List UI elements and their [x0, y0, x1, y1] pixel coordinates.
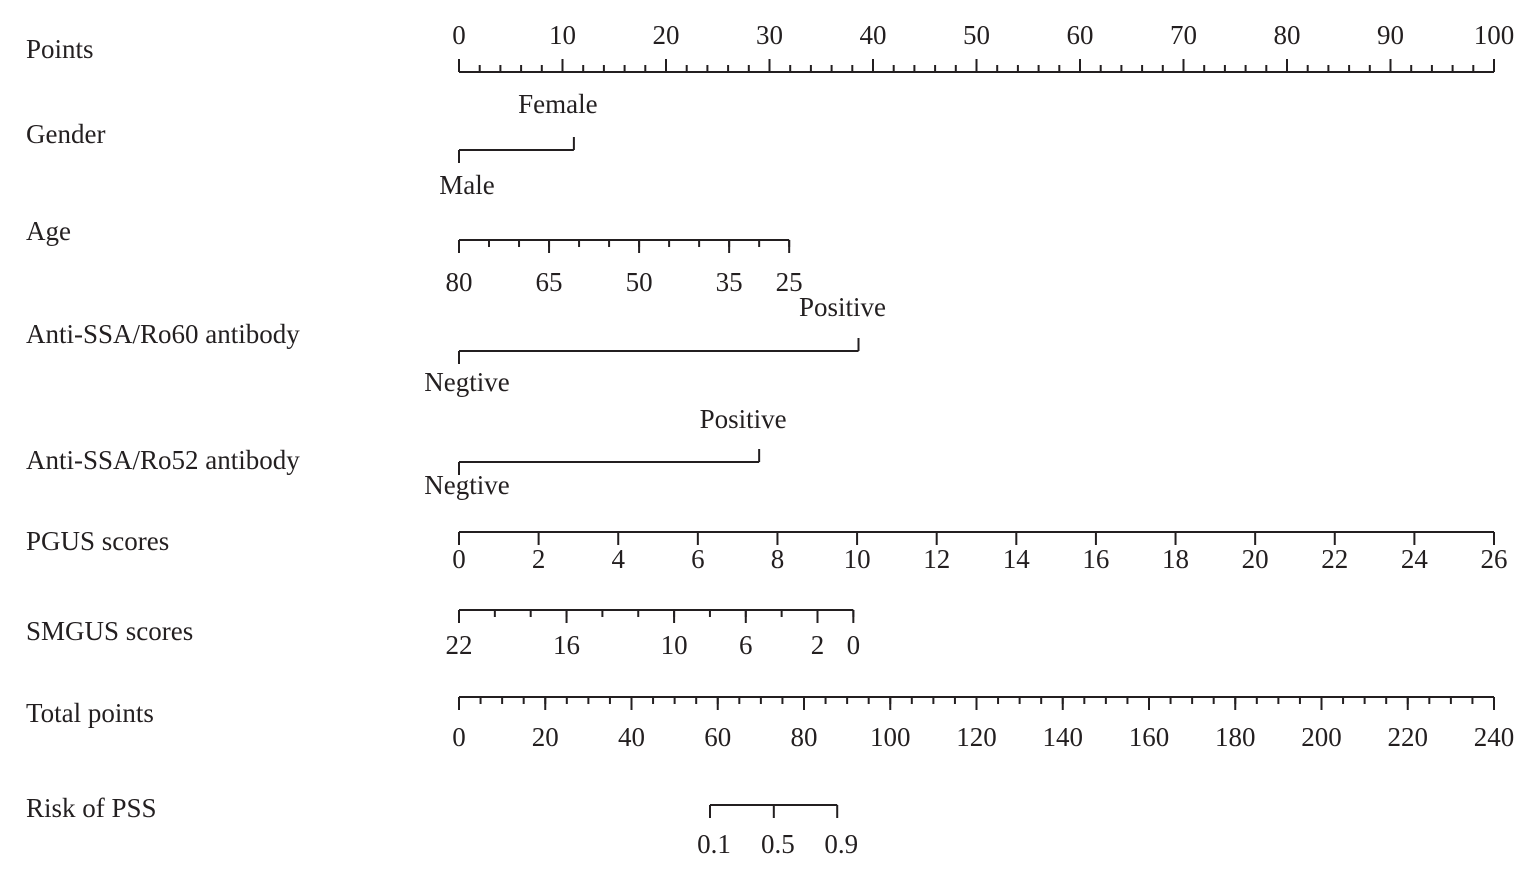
tick-label: 14 — [1003, 544, 1031, 574]
tick-label: 0.9 — [824, 829, 858, 859]
level-label: Negtive — [424, 470, 509, 500]
tick-label: 24 — [1401, 544, 1429, 574]
tick-label: 50 — [626, 267, 653, 297]
tick-label: 16 — [553, 630, 580, 660]
level-label: Positive — [799, 292, 886, 322]
tick-label: 2 — [532, 544, 546, 574]
tick-label: 10 — [549, 20, 576, 50]
level-label: Male — [439, 170, 494, 200]
tick-label: 20 — [653, 20, 680, 50]
tick-label: 20 — [532, 722, 559, 752]
tick-label: 6 — [691, 544, 705, 574]
tick-label: 40 — [618, 722, 645, 752]
row-label: Age — [26, 216, 71, 246]
tick-label: 0.1 — [697, 829, 731, 859]
tick-label: 100 — [1474, 20, 1515, 50]
tick-label: 4 — [611, 544, 625, 574]
tick-label: 240 — [1474, 722, 1515, 752]
tick-label: 40 — [860, 20, 887, 50]
tick-label: 2 — [811, 630, 825, 660]
row-label: PGUS scores — [26, 526, 169, 556]
tick-label: 10 — [844, 544, 871, 574]
tick-label: 6 — [739, 630, 753, 660]
tick-label: 80 — [446, 267, 473, 297]
row-label: Total points — [26, 698, 154, 728]
tick-label: 0.5 — [761, 829, 795, 859]
row-label: Risk of PSS — [26, 793, 157, 823]
tick-label: 160 — [1129, 722, 1170, 752]
tick-label: 140 — [1043, 722, 1084, 752]
tick-label: 22 — [446, 630, 473, 660]
tick-label: 0 — [452, 544, 466, 574]
tick-label: 0 — [847, 630, 861, 660]
tick-label: 16 — [1082, 544, 1109, 574]
tick-label: 35 — [716, 267, 743, 297]
tick-label: 18 — [1162, 544, 1189, 574]
tick-label: 80 — [791, 722, 818, 752]
tick-label: 80 — [1274, 20, 1301, 50]
level-label: Negtive — [424, 367, 509, 397]
tick-label: 8 — [771, 544, 785, 574]
tick-label: 12 — [923, 544, 950, 574]
tick-label: 100 — [870, 722, 911, 752]
tick-label: 120 — [956, 722, 997, 752]
tick-label: 220 — [1388, 722, 1429, 752]
tick-label: 10 — [661, 630, 688, 660]
tick-label: 60 — [704, 722, 731, 752]
tick-label: 25 — [776, 267, 803, 297]
row-label: Anti-SSA/Ro52 antibody — [26, 445, 300, 475]
level-label: Female — [518, 89, 597, 119]
tick-label: 180 — [1215, 722, 1256, 752]
row-label: Points — [26, 34, 94, 64]
tick-label: 60 — [1067, 20, 1094, 50]
tick-label: 20 — [1242, 544, 1269, 574]
row-label: Anti-SSA/Ro60 antibody — [26, 319, 300, 349]
tick-label: 0 — [452, 722, 466, 752]
tick-label: 30 — [756, 20, 783, 50]
tick-label: 200 — [1301, 722, 1342, 752]
tick-label: 65 — [536, 267, 563, 297]
tick-label: 26 — [1481, 544, 1508, 574]
tick-label: 70 — [1170, 20, 1197, 50]
row-label: Gender — [26, 119, 105, 149]
tick-label: 0 — [452, 20, 466, 50]
tick-label: 50 — [963, 20, 990, 50]
level-label: Positive — [700, 404, 787, 434]
row-label: SMGUS scores — [26, 616, 193, 646]
tick-label: 90 — [1377, 20, 1404, 50]
tick-label: 22 — [1321, 544, 1348, 574]
